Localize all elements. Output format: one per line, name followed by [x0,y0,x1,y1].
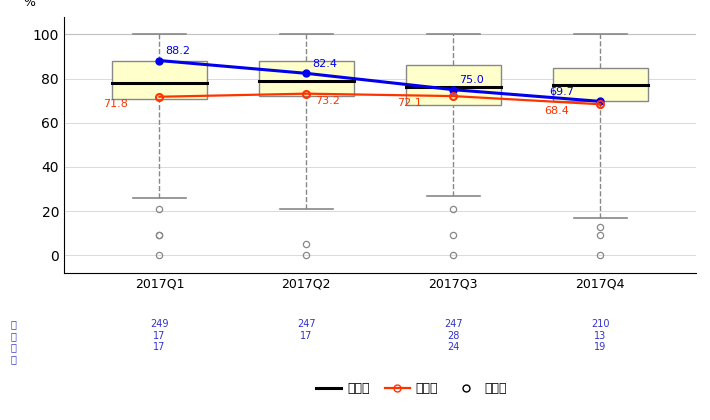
Bar [258,61,354,96]
Bar [405,66,501,105]
Text: 88.2: 88.2 [165,46,190,56]
Text: 247
17: 247 17 [297,319,316,341]
Text: 71.8: 71.8 [104,99,129,109]
Text: 68.4: 68.4 [545,106,569,116]
Text: 210
13
19: 210 13 19 [591,319,609,352]
Text: 82.4: 82.4 [312,59,337,69]
Text: 249
17
17: 249 17 17 [151,319,169,352]
Text: 69.7: 69.7 [549,87,574,97]
Bar [552,68,648,101]
Text: 75.0: 75.0 [459,75,484,85]
Bar [111,61,207,99]
Text: 73.2: 73.2 [315,96,340,106]
Text: 72.1: 72.1 [398,98,422,108]
Text: 分
析
分
母: 分 析 分 母 [11,319,16,364]
Legend: 中央値, 平均値, 外れ値: 中央値, 平均値, 外れ値 [311,377,512,400]
Text: 247
28
24: 247 28 24 [444,319,463,352]
Y-axis label: %: % [23,0,36,9]
